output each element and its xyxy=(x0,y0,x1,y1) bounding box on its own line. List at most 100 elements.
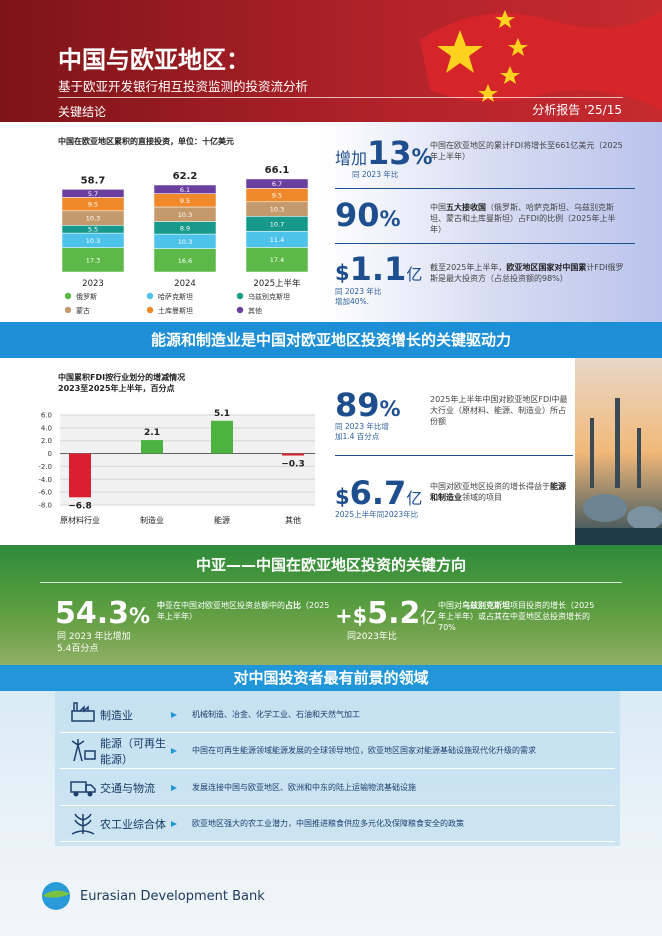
stat: 54.3% xyxy=(55,597,150,633)
stat-desc: 中国对乌兹别克斯坦项目投资的增长（2025年上半年）或占其在中亚地区总投资增长的… xyxy=(438,600,598,633)
divider xyxy=(58,97,623,98)
bar-segment xyxy=(245,247,309,273)
unit: % xyxy=(129,604,151,628)
total-label: 58.7 xyxy=(81,175,106,186)
x-tick-label: 2025上半年 xyxy=(253,278,301,289)
bullet xyxy=(171,747,177,754)
unit: 亿 xyxy=(420,608,437,627)
unit: 亿 xyxy=(406,265,423,284)
report-label: 分析报告 '25/15 xyxy=(532,103,622,117)
text: 能源和制造业 xyxy=(430,482,566,502)
value: 5.2 xyxy=(367,596,421,631)
stat-desc: 中亚在中国对欧亚地区投资总额中的占比（2025年上半年） xyxy=(157,600,332,622)
stat-note: 同 2023 年比 增加40%. xyxy=(335,287,381,307)
stat-note: 同 2023 年比增 加1.4 百分点 xyxy=(335,422,389,442)
segment-label: 10.3 xyxy=(86,215,100,223)
y-tick-label: 4.0 xyxy=(41,424,52,432)
bar-segment xyxy=(61,247,125,273)
sector: 农工业综合体 xyxy=(100,817,166,831)
stat: $1.1亿 xyxy=(335,252,422,292)
text: 加1.4 百分点 xyxy=(335,432,380,441)
unit: 亿 xyxy=(406,489,423,508)
banner: 能源和制造业是中国对欧亚地区投资增长的关键驱动力 xyxy=(0,322,662,358)
chart-title: 中国累积FDI按行业划分的增减情况 xyxy=(58,372,185,382)
x-tick-label: 其他 xyxy=(285,515,301,525)
total-label: 62.2 xyxy=(173,171,198,182)
icon xyxy=(70,781,96,797)
segment-label: 10.3 xyxy=(270,206,284,214)
chart-title: 2023至2025年上半年，百分点 xyxy=(58,383,175,393)
banner: 中亚——中国在欧亚地区投资的关键方向 xyxy=(195,556,466,574)
text: 欧亚地区国家对中国累 xyxy=(506,263,587,272)
segment-label: 8.9 xyxy=(180,224,190,232)
prefix: $ xyxy=(335,485,350,509)
legend-label: 土库曼斯坦 xyxy=(158,306,193,315)
bar xyxy=(141,440,163,454)
segment-label: 17.4 xyxy=(270,256,284,264)
stat: $6.7亿 xyxy=(335,476,422,516)
y-tick-label: 6.0 xyxy=(41,412,52,420)
segment-label: 10.3 xyxy=(178,211,192,219)
segment-label: 6.7 xyxy=(272,180,282,188)
legend-label: 哈萨克斯坦 xyxy=(158,292,193,301)
x-tick-label: 制造业 xyxy=(140,515,164,525)
legend-swatch xyxy=(236,292,244,300)
segment-label: 9.5 xyxy=(180,197,190,205)
x-tick-label: 2024 xyxy=(174,279,196,289)
text: 同 2023 年比增 xyxy=(335,422,389,431)
text: 领域的项目 xyxy=(462,493,502,502)
divider xyxy=(40,582,622,583)
stat-desc: 截至2025年上半年，欧亚地区国家对中国累计FDI俄罗斯是最大投资方（占总投资额… xyxy=(430,262,625,284)
legend-label: 乌兹别克斯坦 xyxy=(248,292,290,301)
value: 54.3 xyxy=(55,596,130,631)
segment-label: 5.7 xyxy=(88,190,98,198)
text: 中国对 xyxy=(438,601,462,610)
y-tick-label: -2.0 xyxy=(38,463,52,471)
stat: 90% xyxy=(335,198,401,236)
y-tick-label: -6.0 xyxy=(38,489,52,497)
prefix: 增加 xyxy=(335,149,368,168)
x-tick-label: 2023 xyxy=(82,279,104,289)
unit: % xyxy=(379,397,401,421)
segment-label: 10.7 xyxy=(270,220,284,228)
logo-mark xyxy=(42,882,70,910)
legend-swatch xyxy=(146,292,154,300)
chart-title: 中国在欧亚地区累积的直接投资，单位：十亿美元 xyxy=(58,136,234,146)
bar xyxy=(69,453,91,498)
stat-desc: 中国在欧亚地区的累计FDI将增长至661亿美元（2025年上半年） xyxy=(430,141,623,161)
stat: 增加13% xyxy=(335,136,433,176)
sector-desc: 机械制造、冶金、化学工业、石油和天然气加工 xyxy=(192,710,360,719)
sector: 制造业 xyxy=(100,708,133,722)
text: 截至2025年上半年， xyxy=(430,263,507,272)
text: （2025年上半年） xyxy=(157,601,330,621)
logo-text: Eurasian Development Bank xyxy=(80,889,265,904)
y-tick-label: 0 xyxy=(48,450,52,458)
legend-swatch xyxy=(236,306,244,314)
text: 同 2023 年比增加 xyxy=(57,632,131,642)
banner: 对中国投资者最有前景的领域 xyxy=(0,665,662,691)
value: 89 xyxy=(335,386,380,424)
stat-note: 同 2023 年比增加 5.4百分点 xyxy=(57,631,131,655)
text: 亚在中国对欧亚地区投资总额中的 xyxy=(165,601,285,610)
text: 占比 xyxy=(285,601,301,610)
legend-swatch xyxy=(146,306,154,314)
x-tick-label: 原材料行业 xyxy=(60,515,100,525)
bullet xyxy=(171,784,177,791)
value-label: −0.3 xyxy=(281,460,304,470)
text: 乌兹别克斯坦 xyxy=(462,601,510,610)
segment-label: 6.1 xyxy=(180,186,190,194)
text: 中国对欧亚地区投资的增长得益于 xyxy=(430,482,550,491)
divider xyxy=(335,188,635,189)
stat: +$5.2亿 xyxy=(335,597,436,635)
bullet xyxy=(171,711,177,718)
y-tick-label: -8.0 xyxy=(38,502,52,510)
value-label: 5.1 xyxy=(214,409,230,419)
legend-label: 俄罗斯 xyxy=(76,292,97,301)
bullet xyxy=(171,820,177,827)
flag-art xyxy=(420,10,662,110)
stat-desc: 中国对欧亚地区投资的增长得益于能源和制造业领域的项目 xyxy=(430,481,570,503)
prospect-row: 农工业综合体 欧亚地区强大的农工业潜力，中国推进粮食供应多元化及保障粮食安全的政策 xyxy=(60,806,615,842)
stat-note: 同 2023 年比 xyxy=(352,170,399,179)
legend-label: 其他 xyxy=(248,306,262,315)
text: 增加40%. xyxy=(335,297,370,306)
